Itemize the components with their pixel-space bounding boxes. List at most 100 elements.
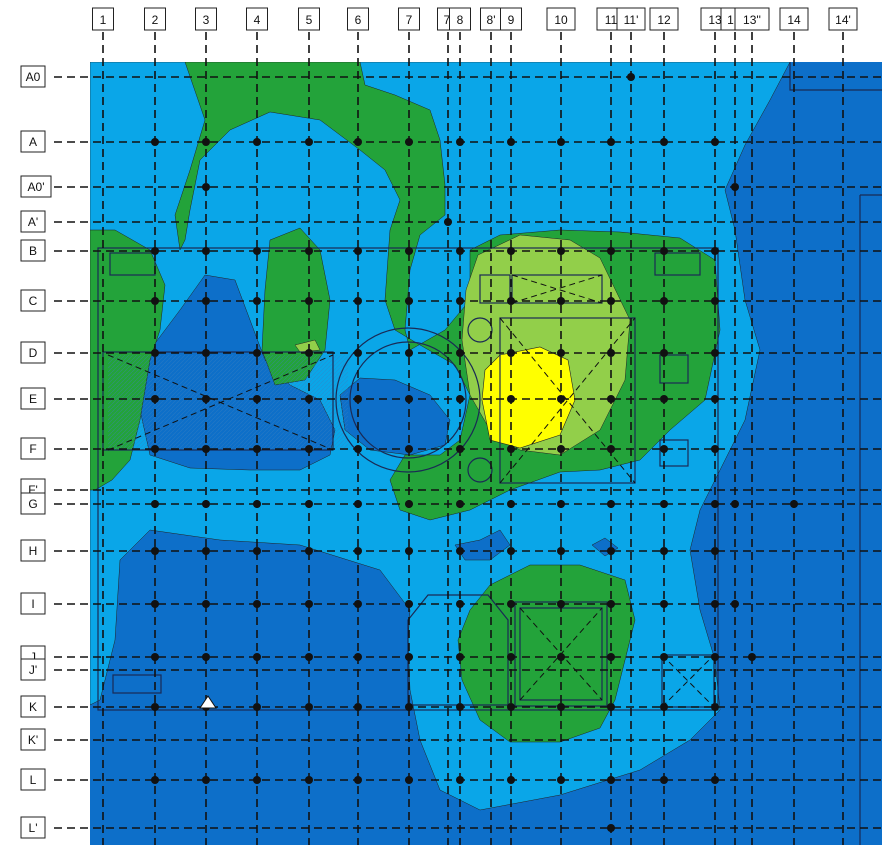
grid-node [202,395,210,403]
grid-node [405,247,413,255]
grid-node [151,776,159,784]
grid-node [253,138,261,146]
grid-node [202,445,210,453]
row-label: C [20,289,46,312]
grid-node [202,247,210,255]
grid-node [202,547,210,555]
row-label: L [20,768,46,791]
column-label-text: 7 [406,13,413,27]
grid-node [607,653,615,661]
grid-node [507,776,515,784]
grid-node [305,600,313,608]
row-label: G [20,492,46,515]
column-label: 14 [779,7,809,31]
column-label-text: 8 [457,13,464,27]
row-label: B [20,239,46,262]
grid-node [557,500,565,508]
grid-node [253,395,261,403]
column-label: 13'' [734,7,770,31]
column-label: 11' [616,7,646,31]
grid-node [711,500,719,508]
column-label-text: 2 [152,13,159,27]
grid-node [151,703,159,711]
column-label-text: 8' [487,13,496,27]
grid-node [305,653,313,661]
column-label: 2 [144,7,166,31]
row-label-text: E [29,392,37,406]
row-label-text: A0' [28,180,45,194]
grid-node [354,703,362,711]
grid-node [354,776,362,784]
column-label-text: 14' [835,13,851,27]
grid-node [660,395,668,403]
grid-node [253,600,261,608]
grid-node [151,653,159,661]
grid-node [202,600,210,608]
grid-node [253,297,261,305]
grid-node [711,349,719,357]
grid-node [405,349,413,357]
grid-node [607,600,615,608]
grid-node [405,395,413,403]
grid-node [305,703,313,711]
row-label-text: L [30,773,37,787]
grid-node [151,445,159,453]
grid-node [354,138,362,146]
grid-node [202,500,210,508]
grid-node [354,395,362,403]
grid-node [405,703,413,711]
column-label: 12 [649,7,679,31]
row-label-text: G [28,497,37,511]
column-label: 10 [546,7,576,31]
grid-node [305,349,313,357]
grid-node [151,349,159,357]
grid-node [456,395,464,403]
column-label-text: 1 [100,13,107,27]
grid-node [607,703,615,711]
grid-node [305,500,313,508]
grid-node [660,600,668,608]
column-label-text: 13'' [743,13,761,27]
column-label-text: 7' [444,13,453,27]
column-label: 14' [828,7,858,31]
row-label: H [20,539,46,562]
grid-node [607,395,615,403]
grid-node [202,653,210,661]
column-label: 1 [92,7,114,31]
grid-node [405,547,413,555]
row-label: E [20,387,46,410]
row-label-text: I [31,597,34,611]
grid-node [253,776,261,784]
grid-node [557,247,565,255]
grid-node [731,500,739,508]
grid-node [202,297,210,305]
grid-node [202,776,210,784]
grid-node [151,247,159,255]
column-label-text: 3 [203,13,210,27]
grid-node [711,600,719,608]
row-label-text: K [29,700,37,714]
grid-node [660,776,668,784]
column-label: 7 [398,7,420,31]
zone-green-small [294,339,321,353]
grid-node [456,500,464,508]
grid-node [557,776,565,784]
grid-node [711,776,719,784]
row-label-text: D [29,346,38,360]
grid-node [607,138,615,146]
grid-node [405,776,413,784]
grid-node [507,653,515,661]
grid-node [607,349,615,357]
grid-node [557,297,565,305]
grid-node [507,600,515,608]
column-label: 6 [347,7,369,31]
grid-node [151,600,159,608]
column-label-text: 4 [254,13,261,27]
grid-node [456,349,464,357]
grid-node [660,547,668,555]
grid-node [607,297,615,305]
grid-node [660,653,668,661]
grid-node [305,395,313,403]
grid-node [456,653,464,661]
row-label-text: J' [29,663,37,677]
